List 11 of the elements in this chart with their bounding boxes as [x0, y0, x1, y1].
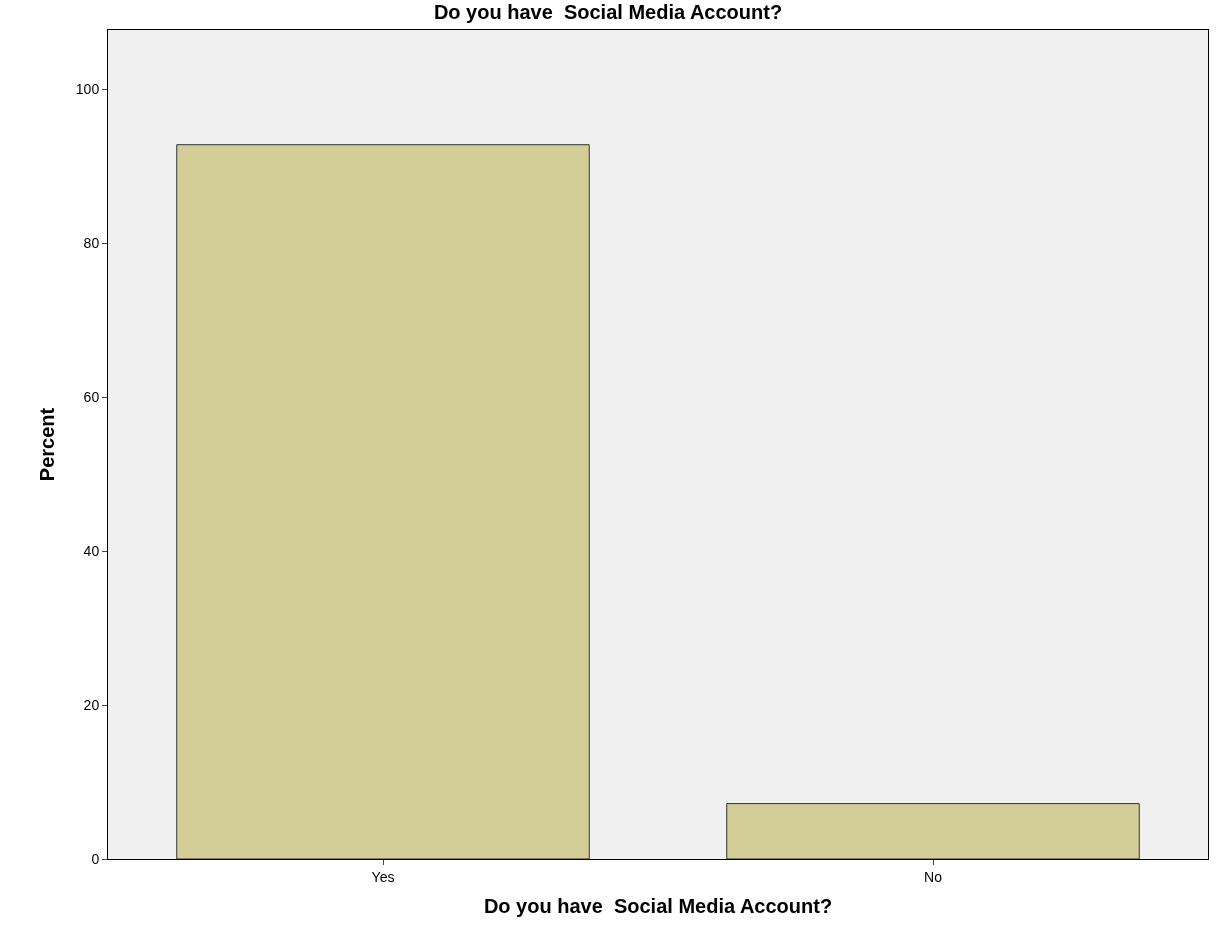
y-tick-label: 20 — [83, 696, 100, 713]
x-tick-label: Yes — [371, 868, 395, 885]
y-axis-title: Percent — [36, 407, 59, 482]
y-tick-label: 60 — [83, 389, 100, 406]
chart-title: Do you have Social Media Account? — [433, 0, 783, 23]
y-tick-label: 40 — [83, 543, 100, 560]
y-tick-label: 80 — [83, 235, 100, 252]
y-tick-label: 0 — [91, 850, 100, 867]
x-tick-label: No — [924, 868, 943, 885]
x-axis-title: Do you have Social Media Account? — [483, 895, 833, 918]
y-tick-label: 100 — [75, 81, 100, 98]
